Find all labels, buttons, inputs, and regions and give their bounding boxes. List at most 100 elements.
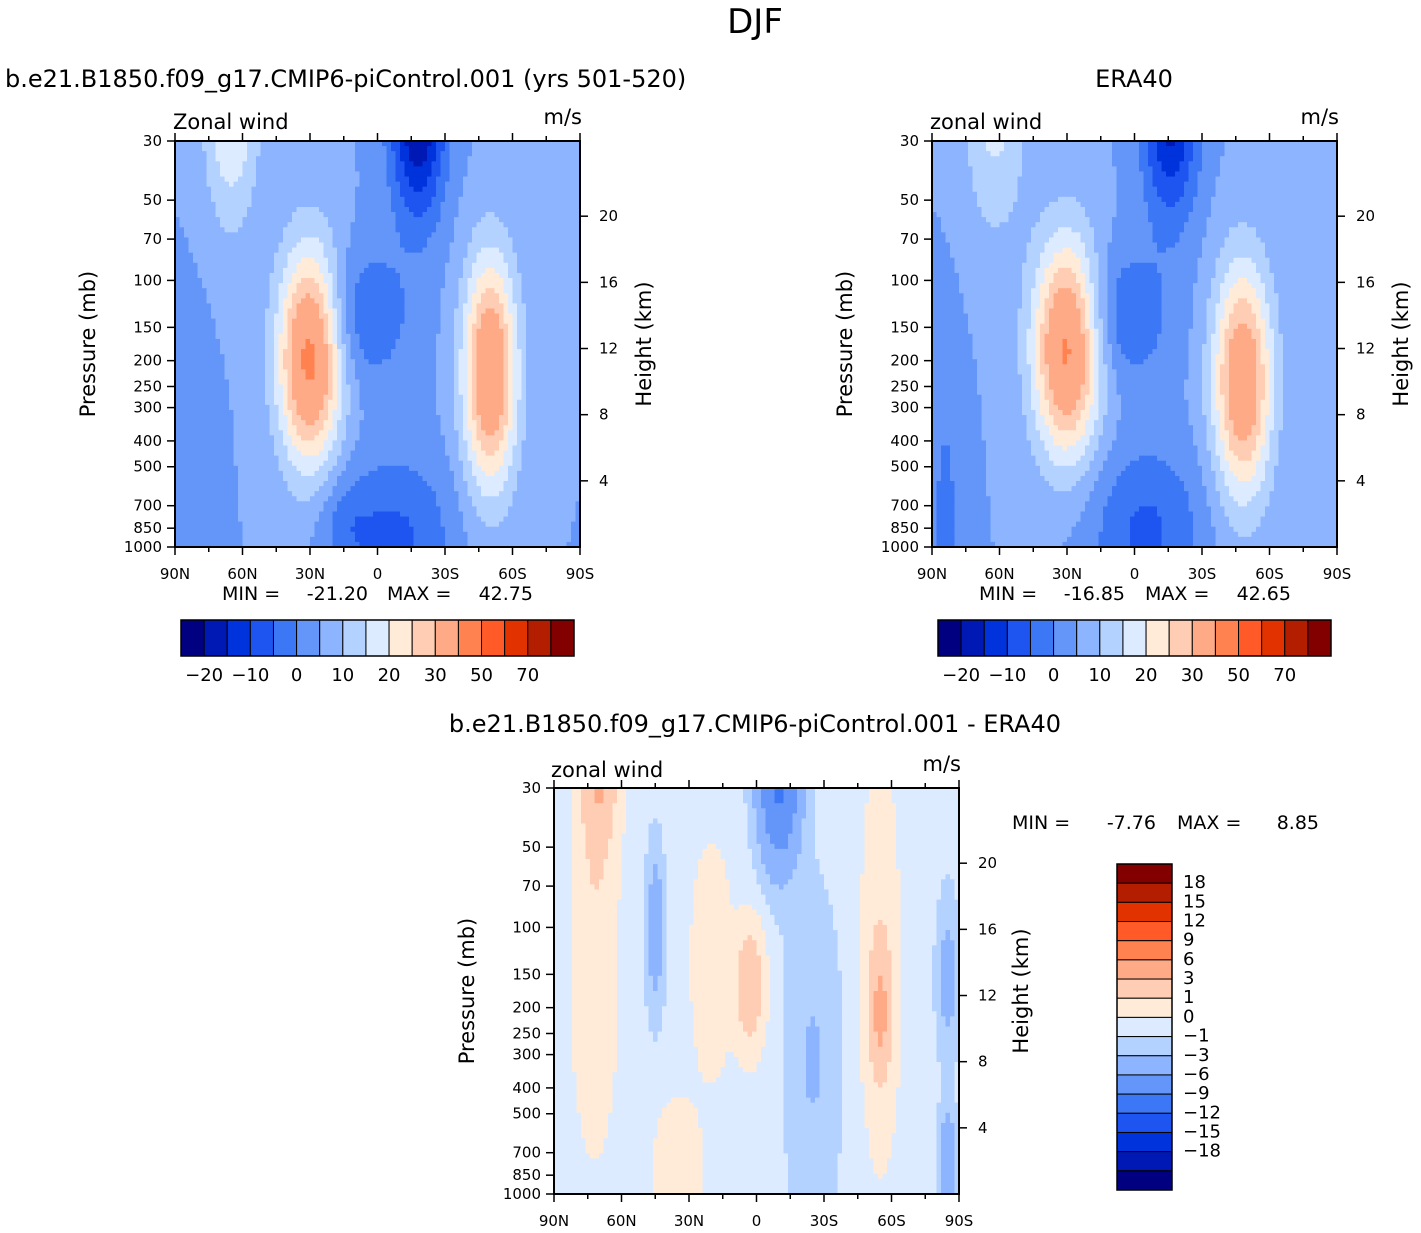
y-tick-label: 150 <box>133 318 162 336</box>
obs-max-label: MAX = <box>1145 583 1209 605</box>
colorbar-label: 6 <box>1183 949 1194 970</box>
y-tick-label: 700 <box>890 497 919 515</box>
x-tick-label: 90S <box>1323 565 1352 583</box>
colorbar-label: −20 <box>942 665 980 686</box>
obs-min-label: MIN = <box>979 583 1037 605</box>
y-tick-label: 30 <box>522 779 541 797</box>
colorbar-label: −1 <box>1183 1026 1210 1047</box>
colorbar-label: −10 <box>231 665 269 686</box>
colorbar-swatch <box>1100 620 1123 656</box>
y-tick-label: 1000 <box>503 1185 541 1203</box>
y-tick-label: 70 <box>900 230 919 248</box>
figure-title: DJF <box>727 2 783 42</box>
y2-tick-label: 4 <box>1356 472 1366 490</box>
y-tick-label: 1000 <box>124 538 162 556</box>
y-tick-label: 300 <box>133 399 162 417</box>
colorbar-label: 0 <box>291 665 302 686</box>
y-tick-label: 250 <box>512 1024 541 1042</box>
colorbar-label: 10 <box>1088 665 1111 686</box>
y-tick-label: 500 <box>512 1105 541 1123</box>
colorbar-swatch <box>273 620 296 656</box>
y2-tick-label: 12 <box>599 340 618 358</box>
colorbar-label: 30 <box>424 665 447 686</box>
colorbar-label: 20 <box>1135 665 1158 686</box>
model-variable-label: Zonal wind <box>173 110 289 134</box>
diff-min-label: MIN = <box>1012 812 1070 834</box>
colorbar-swatch <box>938 620 961 656</box>
colorbar-label: −18 <box>1183 1141 1221 1162</box>
y2-tick-label: 16 <box>599 273 618 291</box>
colorbar-swatch <box>366 620 389 656</box>
model-panel-title: b.e21.B1850.f09_g17.CMIP6-piControl.001 … <box>5 65 686 93</box>
colorbar-label: 9 <box>1183 930 1194 951</box>
diff-plot-area: 90N 60N 30N 0 30S 60S 90S305070100150200250300… <box>503 779 997 1230</box>
colorbar-label: 30 <box>1181 665 1204 686</box>
y-tick-label: 50 <box>143 191 162 209</box>
y-tick-label: 700 <box>512 1144 541 1162</box>
colorbar-label: −20 <box>185 665 223 686</box>
colorbar-swatch <box>389 620 412 656</box>
colorbar-label: 50 <box>1227 665 1250 686</box>
y-tick-label: 500 <box>890 458 919 476</box>
x-tick-label: 0 <box>1130 565 1140 583</box>
colorbar-label: 15 <box>1183 891 1206 912</box>
colorbar-label: 12 <box>1183 911 1206 932</box>
contour-fill <box>932 141 1338 548</box>
colorbar-label: 50 <box>470 665 493 686</box>
colorbar-swatch <box>1117 1056 1172 1075</box>
colorbar-label: 10 <box>331 665 354 686</box>
colorbar-swatch <box>551 620 574 656</box>
model-max-value: 42.75 <box>479 583 533 605</box>
y-tick-label: 850 <box>890 519 919 537</box>
x-tick-label: 30S <box>810 1212 839 1230</box>
colorbar-swatch <box>528 620 551 656</box>
colorbar-swatch <box>1262 620 1285 656</box>
colorbar-label: 0 <box>1183 1006 1194 1027</box>
colorbar-swatch <box>505 620 528 656</box>
model-plot-area: 90N 60N 30N 0 30S 60S 90S305070100150200250300… <box>124 132 618 583</box>
y-tick-label: 50 <box>522 838 541 856</box>
colorbar-swatch <box>1117 883 1172 902</box>
y2-tick-label: 16 <box>1356 273 1375 291</box>
y-tick-label: 30 <box>143 132 162 150</box>
colorbar-swatch <box>1308 620 1331 656</box>
diff-variable-label: zonal wind <box>551 758 663 782</box>
y-tick-label: 400 <box>512 1079 541 1097</box>
colorbar-label: 18 <box>1183 872 1206 893</box>
diff-max-label: MAX = <box>1177 812 1241 834</box>
y-tick-label: 400 <box>890 432 919 450</box>
y-tick-label: 1000 <box>881 538 919 556</box>
colorbar-swatch <box>1123 620 1146 656</box>
y-tick-label: 200 <box>133 352 162 370</box>
diff-max-value: 8.85 <box>1277 812 1319 834</box>
colorbar-swatch <box>1117 979 1172 998</box>
model-min-value: -21.20 <box>307 583 368 605</box>
x-tick-label: 60S <box>1255 565 1284 583</box>
y-tick-label: 200 <box>890 352 919 370</box>
y-tick-label: 250 <box>890 377 919 395</box>
colorbar-swatch <box>984 620 1007 656</box>
colorbar-label: −12 <box>1183 1102 1221 1123</box>
colorbar-swatch <box>204 620 227 656</box>
obs-y2-axis-title: Height (km) <box>1389 281 1413 406</box>
colorbar-swatch <box>1169 620 1192 656</box>
y-tick-label: 700 <box>133 497 162 515</box>
colorbar-swatch <box>1117 1037 1172 1056</box>
colorbar-swatch <box>1117 902 1172 921</box>
diff-y2-axis-title: Height (km) <box>1009 928 1033 1053</box>
y-tick-label: 150 <box>890 318 919 336</box>
colorbar-swatch <box>435 620 458 656</box>
colorbar-swatch <box>1117 1171 1172 1190</box>
colorbar-label: 70 <box>516 665 539 686</box>
x-tick-label: 30N <box>1052 565 1082 583</box>
x-tick-label: 90S <box>945 1212 974 1230</box>
colorbar-label: −9 <box>1183 1083 1210 1104</box>
colorbar-swatch <box>227 620 250 656</box>
contour-fill <box>554 788 960 1195</box>
x-tick-label: 60N <box>984 565 1014 583</box>
model-min-label: MIN = <box>222 583 280 605</box>
colorbar-label: −10 <box>988 665 1026 686</box>
obs-y-axis-title: Pressure (mb) <box>833 271 857 418</box>
